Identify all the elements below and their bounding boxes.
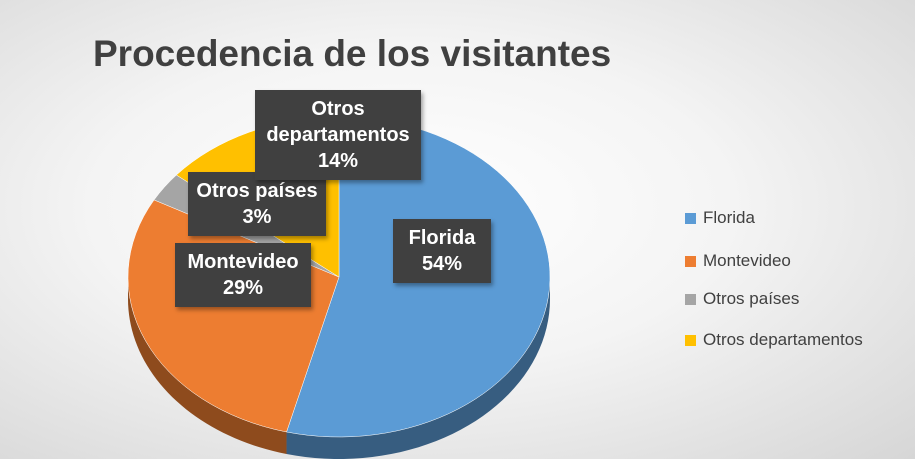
data-label-value: 14% <box>317 150 359 172</box>
data-label: Florida 54% <box>393 219 491 283</box>
data-label-name: Montevideo <box>187 251 299 273</box>
legend-swatch <box>685 213 696 224</box>
legend-label: Florida <box>703 208 755 227</box>
data-label-value: 54% <box>421 253 463 275</box>
data-label-name: Florida <box>408 227 476 249</box>
data-label: Otros departamentos 14% <box>255 90 421 180</box>
data-label-value: 29% <box>222 277 264 299</box>
data-label-name: Otros departamentos <box>266 98 410 146</box>
legend-swatch <box>685 294 696 305</box>
data-label: Montevideo 29% <box>175 243 311 307</box>
legend-swatch <box>685 335 696 346</box>
slice-side <box>128 277 287 454</box>
legend-label: Otros países <box>703 289 800 308</box>
data-label-value: 3% <box>242 206 272 228</box>
legend-label: Montevideo <box>703 251 791 270</box>
pie-sides <box>128 277 550 459</box>
chart-title: Procedencia de los visitantes <box>93 33 611 74</box>
slice-side <box>286 277 550 459</box>
data-label-name: Otros países <box>196 180 318 202</box>
data-label: Otros países 3% <box>188 172 326 236</box>
legend-label: Otros departamentos <box>703 330 863 349</box>
legend-swatch <box>685 256 696 267</box>
